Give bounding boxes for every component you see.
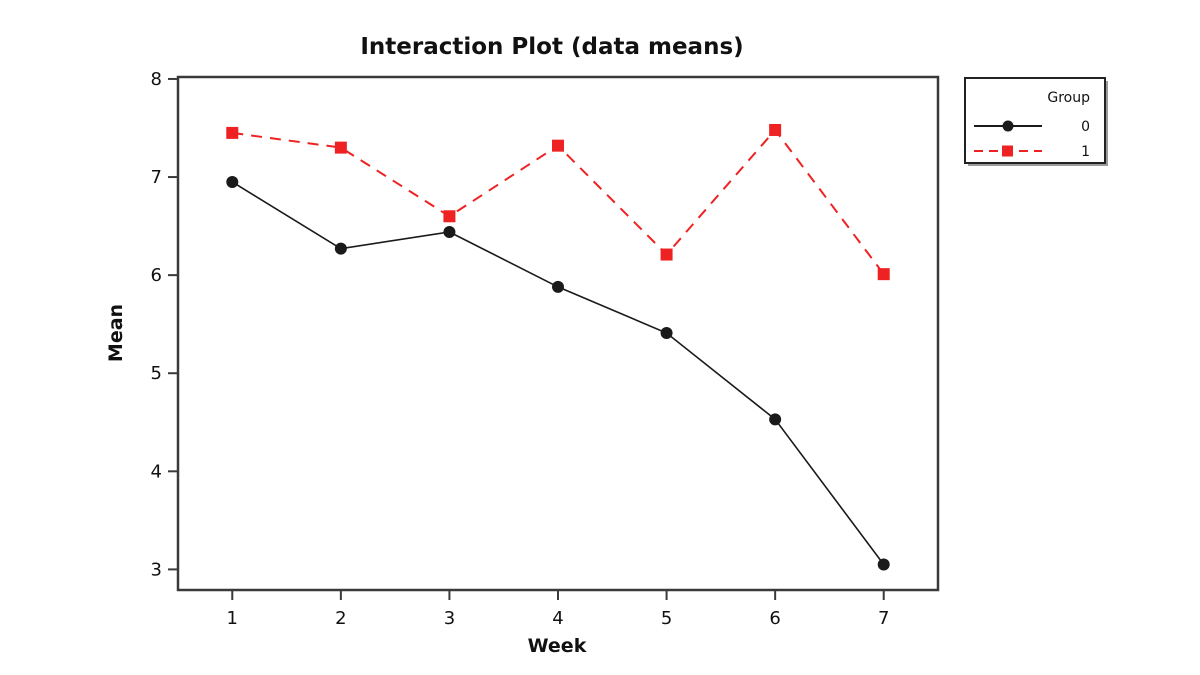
legend-sample-marker-1 [1002, 145, 1013, 157]
legend-box [964, 77, 1106, 164]
x-tick-label: 3 [444, 608, 455, 629]
y-tick-label: 7 [151, 167, 162, 188]
legend-title: Group [1047, 90, 1090, 106]
x-tick-label: 6 [769, 608, 780, 629]
data-point-group-1 [877, 268, 890, 281]
legend: Group 01 [964, 77, 1108, 166]
x-tick-label: 2 [335, 608, 346, 629]
legend-sample-marker-0 [1002, 120, 1014, 132]
axis-ticks: 1 2 3 4 5 6 7 3 4 5 6 7 8 [151, 69, 890, 629]
data-point-group-1 [226, 126, 239, 139]
series-line-group-0 [231, 181, 885, 565]
legend-rows: 01 [974, 119, 1090, 160]
x-tick-label: 1 [227, 608, 238, 629]
y-axis-label: Mean [105, 304, 127, 362]
data-point-group-1 [552, 139, 564, 152]
y-tick-label: 4 [151, 461, 162, 482]
x-axis-label: Week [528, 635, 587, 657]
data-point-group-0 [877, 558, 890, 571]
x-tick-label: 5 [661, 608, 672, 629]
y-tick-label: 6 [151, 265, 162, 286]
data-point-group-0 [334, 242, 347, 255]
data-point-group-0 [660, 327, 673, 340]
x-tick-label: 7 [878, 608, 889, 629]
legend-entry-label-0: 0 [1081, 119, 1090, 135]
data-series [226, 123, 890, 571]
chart-title: Interaction Plot (data means) [360, 34, 743, 60]
legend-entry-label-1: 1 [1081, 144, 1090, 160]
y-tick-label: 5 [151, 363, 162, 384]
data-point-group-1 [334, 141, 347, 154]
y-tick-label: 3 [151, 559, 162, 580]
data-point-group-1 [660, 248, 673, 261]
x-tick-label: 4 [552, 608, 563, 629]
data-point-group-0 [552, 280, 564, 293]
data-point-group-1 [443, 210, 456, 223]
y-tick-label: 8 [151, 69, 162, 90]
data-point-group-0 [443, 225, 456, 238]
data-point-group-0 [226, 175, 239, 188]
data-point-group-1 [769, 123, 782, 136]
plot-frame [176, 75, 940, 592]
data-point-group-0 [769, 413, 782, 426]
